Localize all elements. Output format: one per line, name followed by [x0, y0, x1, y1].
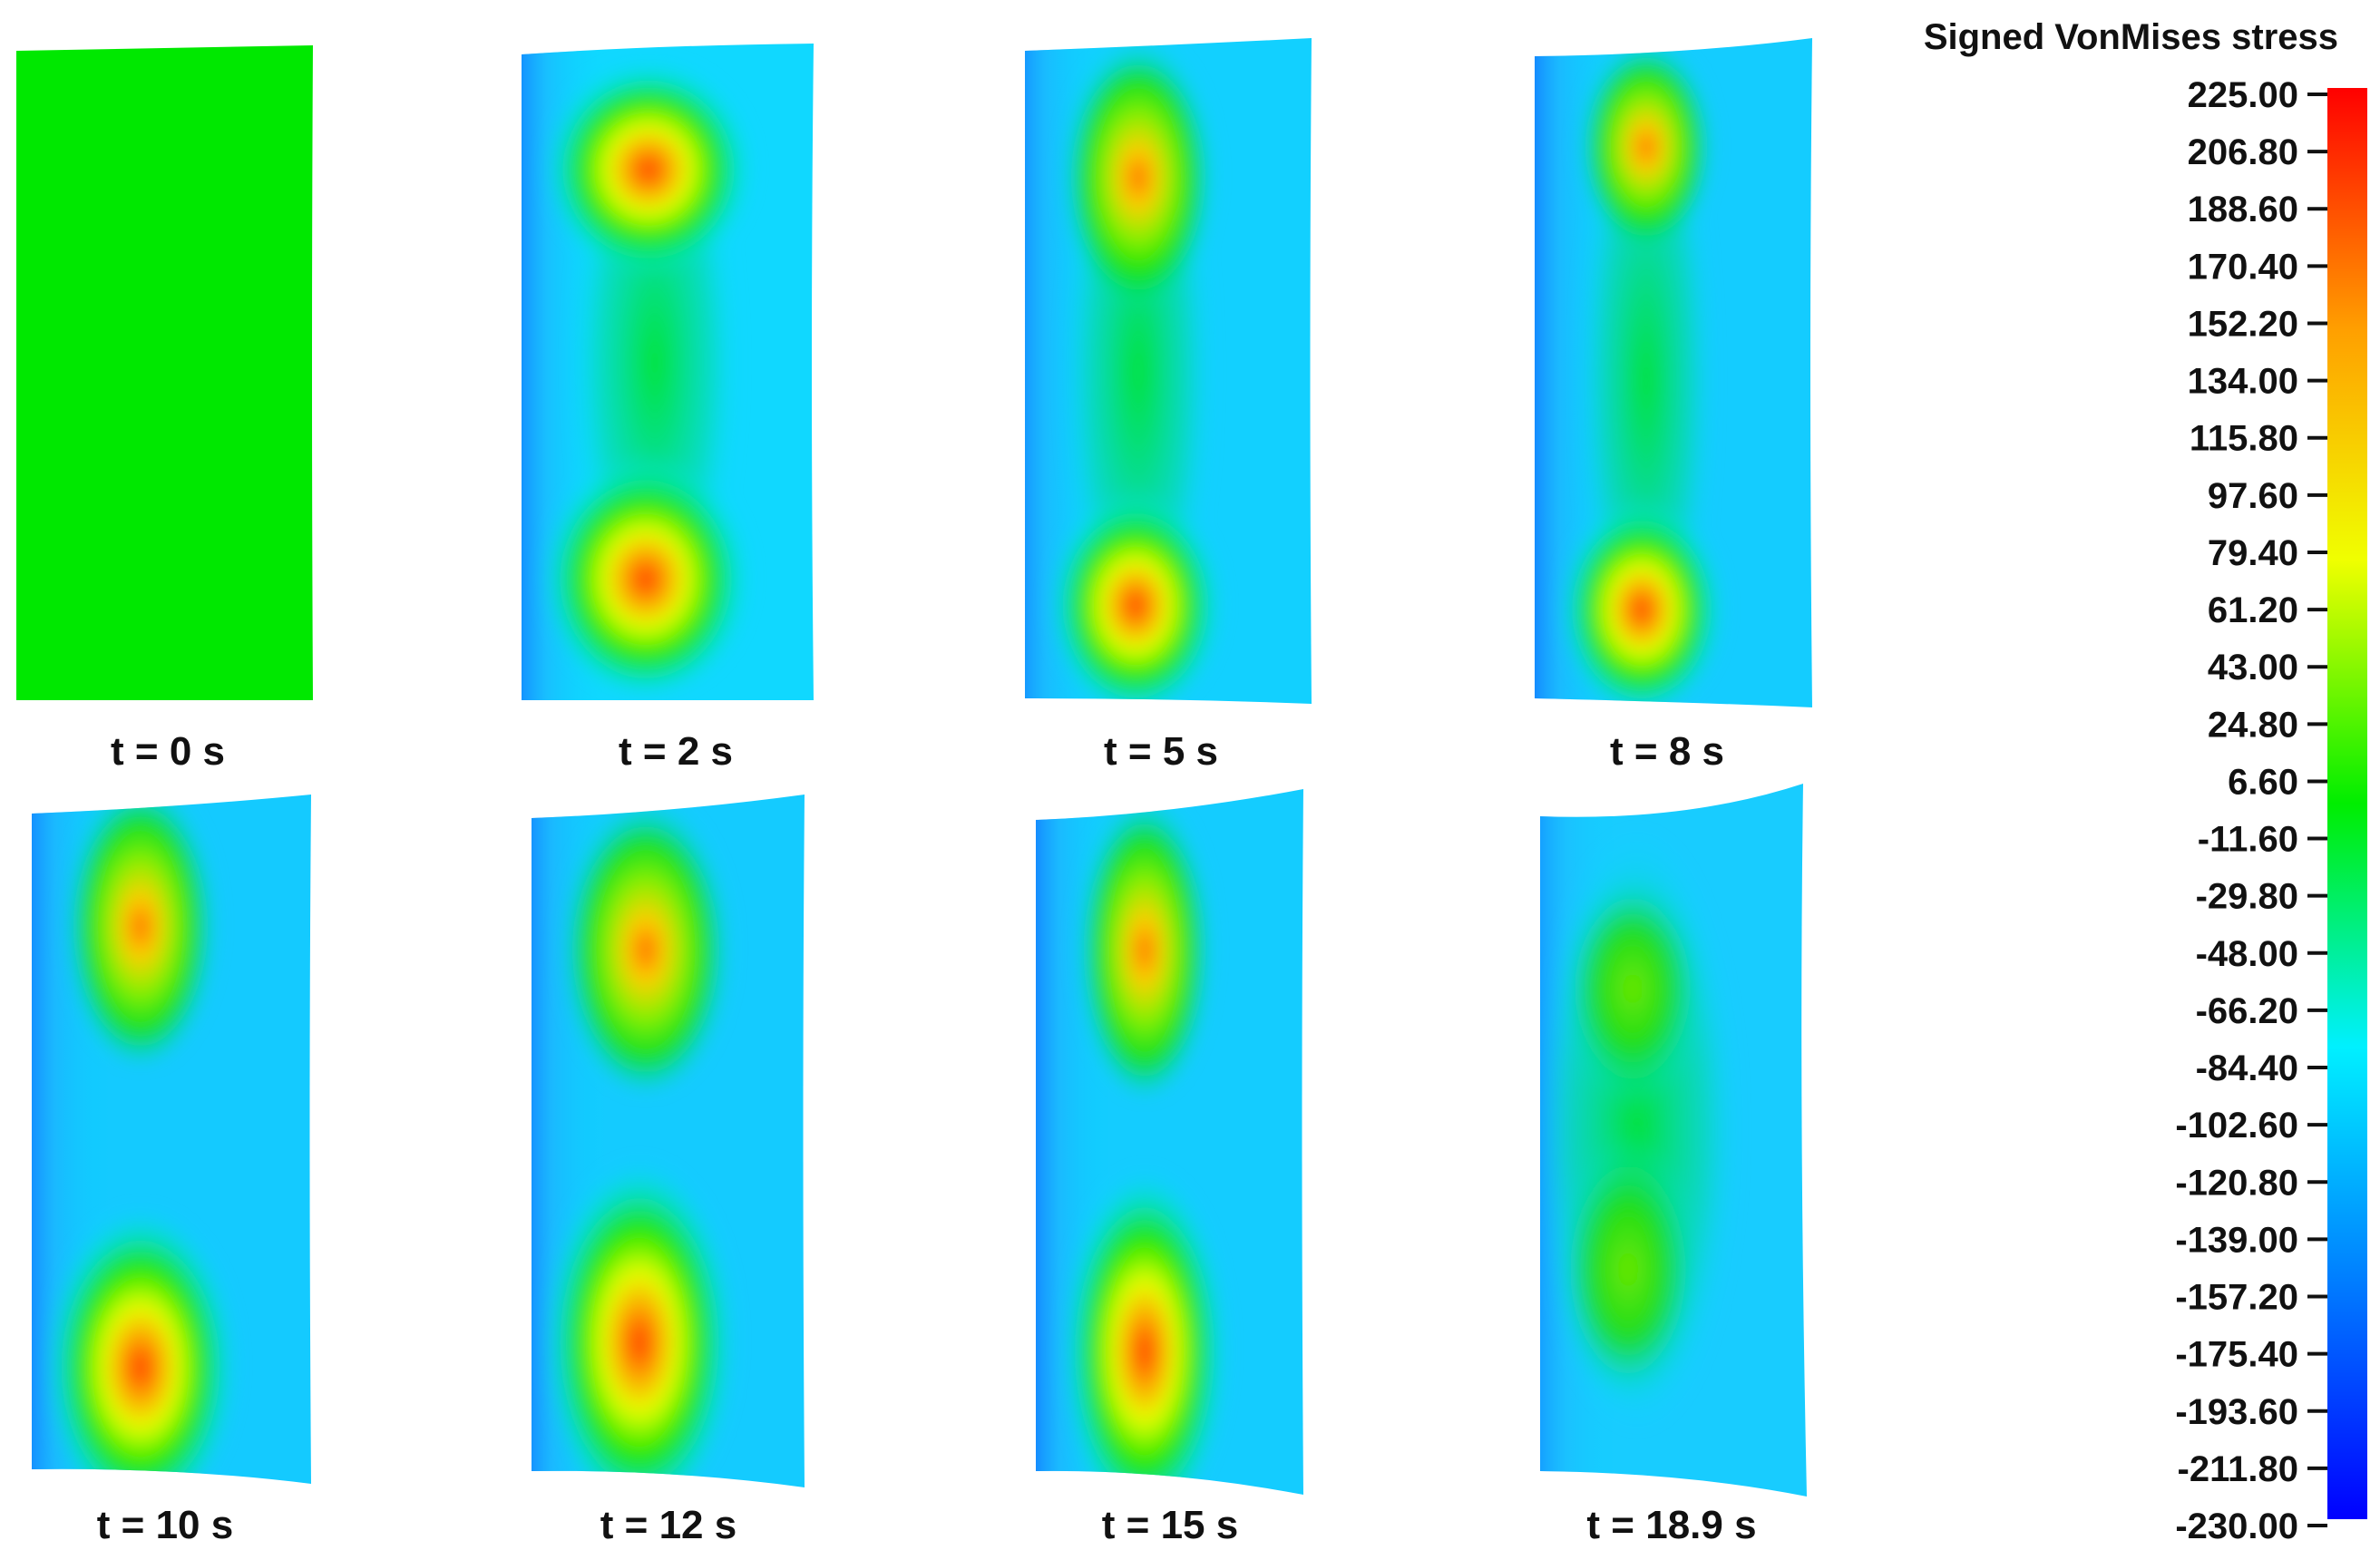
- tick-label: 225.00: [2188, 75, 2298, 115]
- tick-label: -175.40: [2175, 1335, 2298, 1375]
- tick-label: 61.20: [2208, 590, 2298, 630]
- panel-t5: t = 5 s: [1025, 38, 1312, 774]
- panel-label: t = 10 s: [97, 1503, 233, 1547]
- tick-label: 43.00: [2208, 648, 2298, 687]
- tick-label: -157.20: [2175, 1278, 2298, 1318]
- tick-label: 97.60: [2208, 476, 2298, 516]
- tick-label: -48.00: [2196, 934, 2298, 974]
- stress-field: [1025, 38, 1312, 704]
- panel-t0: t = 0 s: [16, 45, 313, 774]
- stress-field: [1540, 784, 1807, 1497]
- tick-label: -120.80: [2175, 1163, 2298, 1203]
- panel-t15: t = 15 s: [1036, 789, 1303, 1547]
- panel-label: t = 18.9 s: [1586, 1503, 1756, 1547]
- colorbar-legend: Signed VonMises stress 225.00 206.80 188.6…: [1924, 17, 2367, 1546]
- tick-label: -193.60: [2175, 1392, 2298, 1432]
- tick-label: 6.60: [2228, 762, 2298, 802]
- stress-field: [32, 795, 311, 1484]
- panel-t8: t = 8 s: [1535, 38, 1812, 774]
- colorbar: [2327, 88, 2367, 1519]
- panel-t2: t = 2 s: [522, 44, 814, 774]
- panel-label: t = 8 s: [1610, 729, 1724, 774]
- tick-label: 206.80: [2188, 132, 2298, 172]
- stress-field: [16, 45, 313, 700]
- tick-label: -66.20: [2196, 991, 2298, 1031]
- stress-field: [532, 795, 805, 1487]
- tick-label: -84.40: [2196, 1048, 2298, 1088]
- tick-label: 134.00: [2188, 362, 2298, 402]
- panel-label: t = 15 s: [1102, 1503, 1238, 1547]
- stress-field: [1036, 789, 1303, 1495]
- colorbar-ticks: 225.00 206.80 188.60 170.40 152.20 134.00 115.…: [2175, 75, 2327, 1546]
- tick-label: -102.60: [2175, 1106, 2298, 1146]
- tick-label: -139.00: [2175, 1220, 2298, 1260]
- panel-t10: t = 10 s: [32, 795, 311, 1547]
- stress-field: [522, 44, 814, 700]
- tick-label: 188.60: [2188, 190, 2298, 229]
- legend-title: Signed VonMises stress: [1924, 17, 2338, 57]
- tick-label: -211.80: [2178, 1449, 2298, 1489]
- panel-label: t = 12 s: [600, 1503, 736, 1547]
- tick-label: -230.00: [2175, 1506, 2298, 1546]
- panel-label: t = 2 s: [619, 729, 733, 774]
- tick-label: -29.80: [2196, 877, 2298, 917]
- tick-label: 152.20: [2188, 304, 2298, 344]
- panel-label: t = 5 s: [1104, 729, 1218, 774]
- panel-t18-9: t = 18.9 s: [1540, 784, 1807, 1547]
- panel-label: t = 0 s: [111, 729, 225, 774]
- tick-label: 170.40: [2188, 247, 2298, 287]
- tick-label: 79.40: [2208, 533, 2298, 573]
- tick-label: 115.80: [2190, 419, 2298, 459]
- stress-field: [1535, 38, 1812, 707]
- tick-label: 24.80: [2208, 705, 2298, 745]
- tick-label: -11.60: [2198, 820, 2298, 860]
- panel-t12: t = 12 s: [532, 795, 805, 1547]
